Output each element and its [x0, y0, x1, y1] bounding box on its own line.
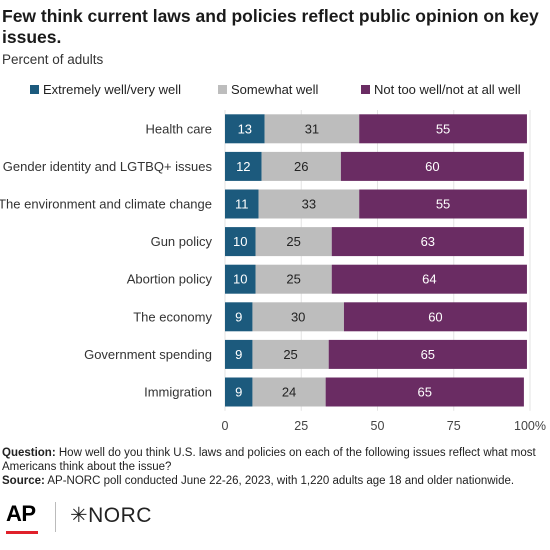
data-label: 25 — [286, 234, 300, 249]
data-label: 9 — [235, 309, 242, 324]
bar-segment-somewhat-well — [252, 339, 329, 369]
bar-segment-extremely-well — [225, 114, 265, 144]
category-label: Government spending — [84, 347, 212, 362]
data-label: 10 — [233, 234, 247, 249]
bar-segment-not-too-well — [331, 227, 524, 257]
bar-segment-somewhat-well — [258, 189, 360, 219]
x-tick-label: 75 — [447, 419, 461, 433]
data-label: 31 — [305, 121, 319, 136]
data-label: 64 — [422, 272, 436, 287]
bar-segment-extremely-well — [225, 264, 256, 294]
legend: Extremely well/very well Somewhat well N… — [0, 82, 550, 98]
bar-segment-somewhat-well — [255, 264, 332, 294]
bar-segment-not-too-well — [328, 339, 527, 369]
category-label: Immigration — [144, 385, 212, 400]
legend-swatch-not-too-well — [361, 85, 370, 94]
data-label: 65 — [418, 385, 432, 400]
bar-segment-somewhat-well — [264, 114, 360, 144]
question-text: How well do you think U.S. laws and poli… — [2, 447, 536, 473]
x-tick-label: 0 — [222, 419, 229, 433]
category-label: Gun policy — [151, 234, 213, 249]
data-label: 25 — [286, 272, 300, 287]
category-label: Gender identity and LGTBQ+ issues — [3, 159, 213, 174]
chart-title: Few think current laws and policies refl… — [2, 6, 539, 47]
data-label: 55 — [436, 197, 450, 212]
data-label: 55 — [436, 121, 450, 136]
data-label: 60 — [428, 309, 442, 324]
data-label: 25 — [283, 347, 297, 362]
bar-segment-not-too-well — [331, 264, 527, 294]
legend-item-somewhat-well: Somewhat well — [218, 82, 318, 97]
bar-segment-not-too-well — [343, 302, 527, 332]
data-label: 33 — [302, 197, 316, 212]
question-note: Question: How well do you think U.S. law… — [2, 446, 547, 474]
data-label: 60 — [425, 159, 439, 174]
bar-segment-extremely-well — [225, 227, 256, 257]
question-label: Question: — [2, 447, 56, 459]
bar-segment-somewhat-well — [252, 302, 344, 332]
data-label: 10 — [233, 272, 247, 287]
x-tick-label: 100% — [514, 419, 546, 433]
legend-label: Not too well/not at all well — [374, 82, 521, 97]
x-tick-label: 50 — [371, 419, 385, 433]
norc-logo: ✳NORC — [70, 504, 152, 527]
data-label: 26 — [294, 159, 308, 174]
bar-segment-somewhat-well — [261, 151, 341, 181]
legend-item-extremely-well: Extremely well/very well — [30, 82, 181, 97]
bar-segment-extremely-well — [225, 339, 253, 369]
legend-item-not-too-well: Not too well/not at all well — [361, 82, 521, 97]
x-tick-label: 25 — [294, 419, 308, 433]
bar-segment-not-too-well — [325, 377, 524, 407]
bar-segment-not-too-well — [340, 151, 524, 181]
data-label: 65 — [421, 347, 435, 362]
stacked-bar-chart: Health care 13 31 55 Gender identity and LGT… — [0, 110, 546, 433]
legend-swatch-extremely-well — [30, 85, 39, 94]
ap-logo: AP — [6, 501, 36, 526]
legend-label: Extremely well/very well — [43, 82, 181, 97]
data-label: 63 — [421, 234, 435, 249]
legend-swatch-somewhat-well — [218, 85, 227, 94]
source-text: AP-NORC poll conducted June 22-26, 2023,… — [47, 475, 515, 487]
bar-segment-somewhat-well — [252, 377, 326, 407]
bar-segment-extremely-well — [225, 377, 253, 407]
logo-divider — [55, 502, 56, 532]
category-label: Abortion policy — [127, 272, 213, 287]
bar-segment-extremely-well — [225, 302, 253, 332]
data-label: 13 — [238, 121, 252, 136]
bar-segment-somewhat-well — [255, 227, 332, 257]
bar-segment-extremely-well — [225, 151, 262, 181]
data-label: 9 — [235, 347, 242, 362]
data-label: 24 — [282, 385, 296, 400]
data-label: 12 — [236, 159, 250, 174]
data-label: 9 — [235, 385, 242, 400]
legend-label: Somewhat well — [231, 82, 319, 97]
bar-segment-not-too-well — [359, 114, 527, 144]
chart-subtitle: Percent of adults — [2, 52, 104, 67]
chart-footer: Question: How well do you think U.S. law… — [2, 446, 547, 488]
data-label: 11 — [235, 197, 249, 212]
source-note: Source: AP-NORC poll conducted June 22-2… — [2, 474, 547, 488]
category-label: The environment and climate change — [0, 197, 212, 212]
data-label: 30 — [291, 309, 305, 324]
category-label: The economy — [133, 309, 212, 324]
bar-segment-not-too-well — [359, 189, 527, 219]
logo-bar: AP ✳NORC — [4, 500, 304, 540]
ap-logo-underline — [6, 531, 38, 534]
bar-segment-extremely-well — [225, 189, 259, 219]
category-label: Health care — [146, 121, 212, 136]
source-label: Source: — [2, 475, 45, 487]
